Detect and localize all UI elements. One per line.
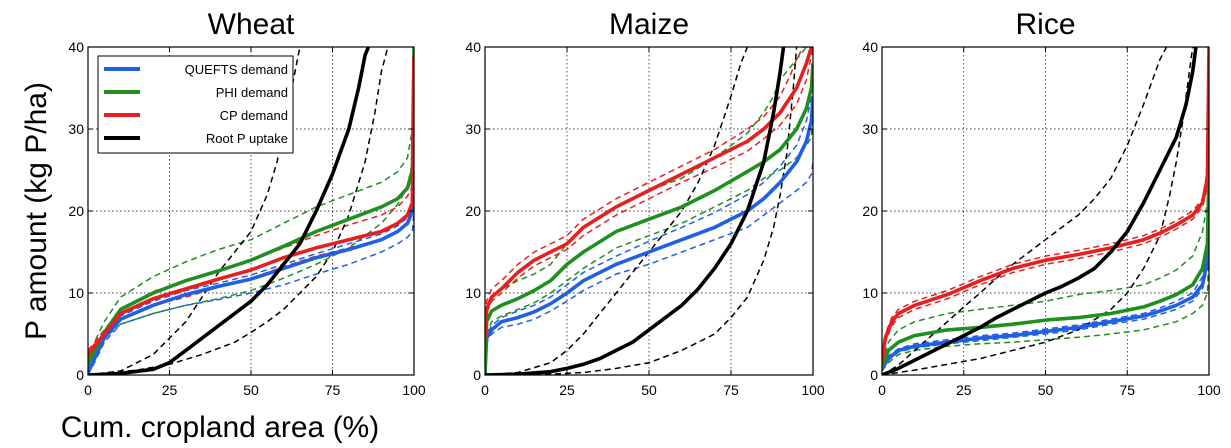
series-group [88, 47, 414, 375]
series-line-cp-demand-range [88, 47, 414, 351]
series-line-phi-demand-range [882, 145, 1209, 363]
legend-label: Root P uptake [206, 131, 288, 146]
series-line-root-p-uptake-range [882, 47, 1194, 375]
panel-title: Maize [609, 8, 689, 41]
series-line-cp-demand [882, 47, 1209, 363]
series-line-root-p-uptake [882, 47, 1198, 375]
y-tick-label: 10 [862, 285, 878, 301]
series-line-quefts-demand [882, 202, 1209, 370]
x-tick-label: 50 [1038, 382, 1054, 398]
x-tick-label: 25 [162, 382, 178, 398]
x-tick-label: 25 [559, 382, 575, 398]
series-line-cp-demand-range [485, 47, 813, 335]
y-tick-label: 30 [68, 121, 84, 137]
y-tick-label: 0 [473, 367, 481, 383]
panel-title: Rice [1015, 8, 1075, 41]
x-tick-label: 100 [1197, 382, 1221, 398]
panel-rice: Rice 0 25 50 75 100 0 10 20 30 40 [862, 8, 1220, 398]
y-tick-label: 30 [862, 121, 878, 137]
x-tick-label: 0 [84, 382, 92, 398]
series-line-cp-demand-range [485, 47, 813, 343]
y-tick-label: 30 [465, 121, 481, 137]
x-tick-label: 100 [402, 382, 426, 398]
series-line-root-p-uptake-range [882, 47, 1168, 375]
x-tick-label: 50 [641, 382, 657, 398]
series-line-root-p-uptake [88, 47, 371, 375]
y-tick-label: 40 [465, 39, 481, 55]
series-line-cp-demand-range [882, 47, 1209, 361]
x-tick-label: 75 [1119, 382, 1135, 398]
legend-label: PHI demand [216, 85, 288, 100]
series-line-cp-demand [485, 47, 813, 339]
y-tick-label: 20 [68, 203, 84, 219]
y-tick-label: 10 [68, 285, 84, 301]
series-group [882, 47, 1209, 375]
series-line-phi-demand [882, 169, 1209, 368]
series-line-phi-demand-range [882, 251, 1209, 372]
series-line-root-p-uptake-range [485, 47, 798, 375]
y-tick-label: 0 [76, 367, 84, 383]
x-tick-label: 0 [481, 382, 489, 398]
legend-label: CP demand [220, 108, 288, 123]
series-line-cp-demand [88, 55, 414, 356]
legend-label: QUEFTS demand [185, 62, 288, 77]
series-line-quefts-demand-range [485, 63, 813, 371]
panel-title: Wheat [208, 8, 295, 41]
series-line-phi-demand-range [88, 47, 414, 359]
x-tick-label: 50 [243, 382, 259, 398]
x-tick-label: 25 [956, 382, 972, 398]
y-tick-label: 40 [68, 39, 84, 55]
series-line-root-p-uptake-range [485, 47, 749, 375]
x-axis-label: Cum. cropland area (%) [61, 411, 379, 444]
series-line-phi-demand [485, 63, 813, 374]
x-tick-label: 75 [723, 382, 739, 398]
legend-item-phi-demand: PHI demand [104, 85, 288, 100]
series-line-cp-demand-range [882, 63, 1209, 365]
x-tick-label: 100 [801, 382, 825, 398]
y-axis-label: P amount (kg P/ha) [20, 82, 53, 340]
legend-item-root-p-uptake: Root P uptake [104, 131, 288, 146]
y-tick-label: 20 [465, 203, 481, 219]
series-line-root-p-uptake [485, 47, 786, 375]
panel-wheat: Wheat 0 25 50 75 100 0 10 20 30 40 [68, 8, 425, 398]
legend: QUEFTS demand PHI demand CP demand Root P u… [97, 55, 294, 154]
legend-item-quefts-demand: QUEFTS demand [104, 62, 288, 77]
x-tick-label: 0 [878, 382, 886, 398]
series-line-quefts-demand [88, 71, 414, 374]
series-line-quefts-demand [485, 96, 813, 374]
y-tick-label: 20 [862, 203, 878, 219]
series-line-quefts-demand-range [88, 210, 414, 375]
y-tick-label: 0 [870, 367, 878, 383]
series-group [485, 47, 813, 375]
series-line-root-p-uptake-range [88, 47, 389, 375]
y-tick-label: 40 [862, 39, 878, 55]
series-line-quefts-demand-range [882, 194, 1209, 368]
panel-maize: Maize 0 25 50 75 100 0 10 20 30 40 [465, 8, 824, 398]
x-tick-label: 75 [325, 382, 341, 398]
legend-item-cp-demand: CP demand [104, 108, 288, 123]
y-tick-label: 10 [465, 285, 481, 301]
